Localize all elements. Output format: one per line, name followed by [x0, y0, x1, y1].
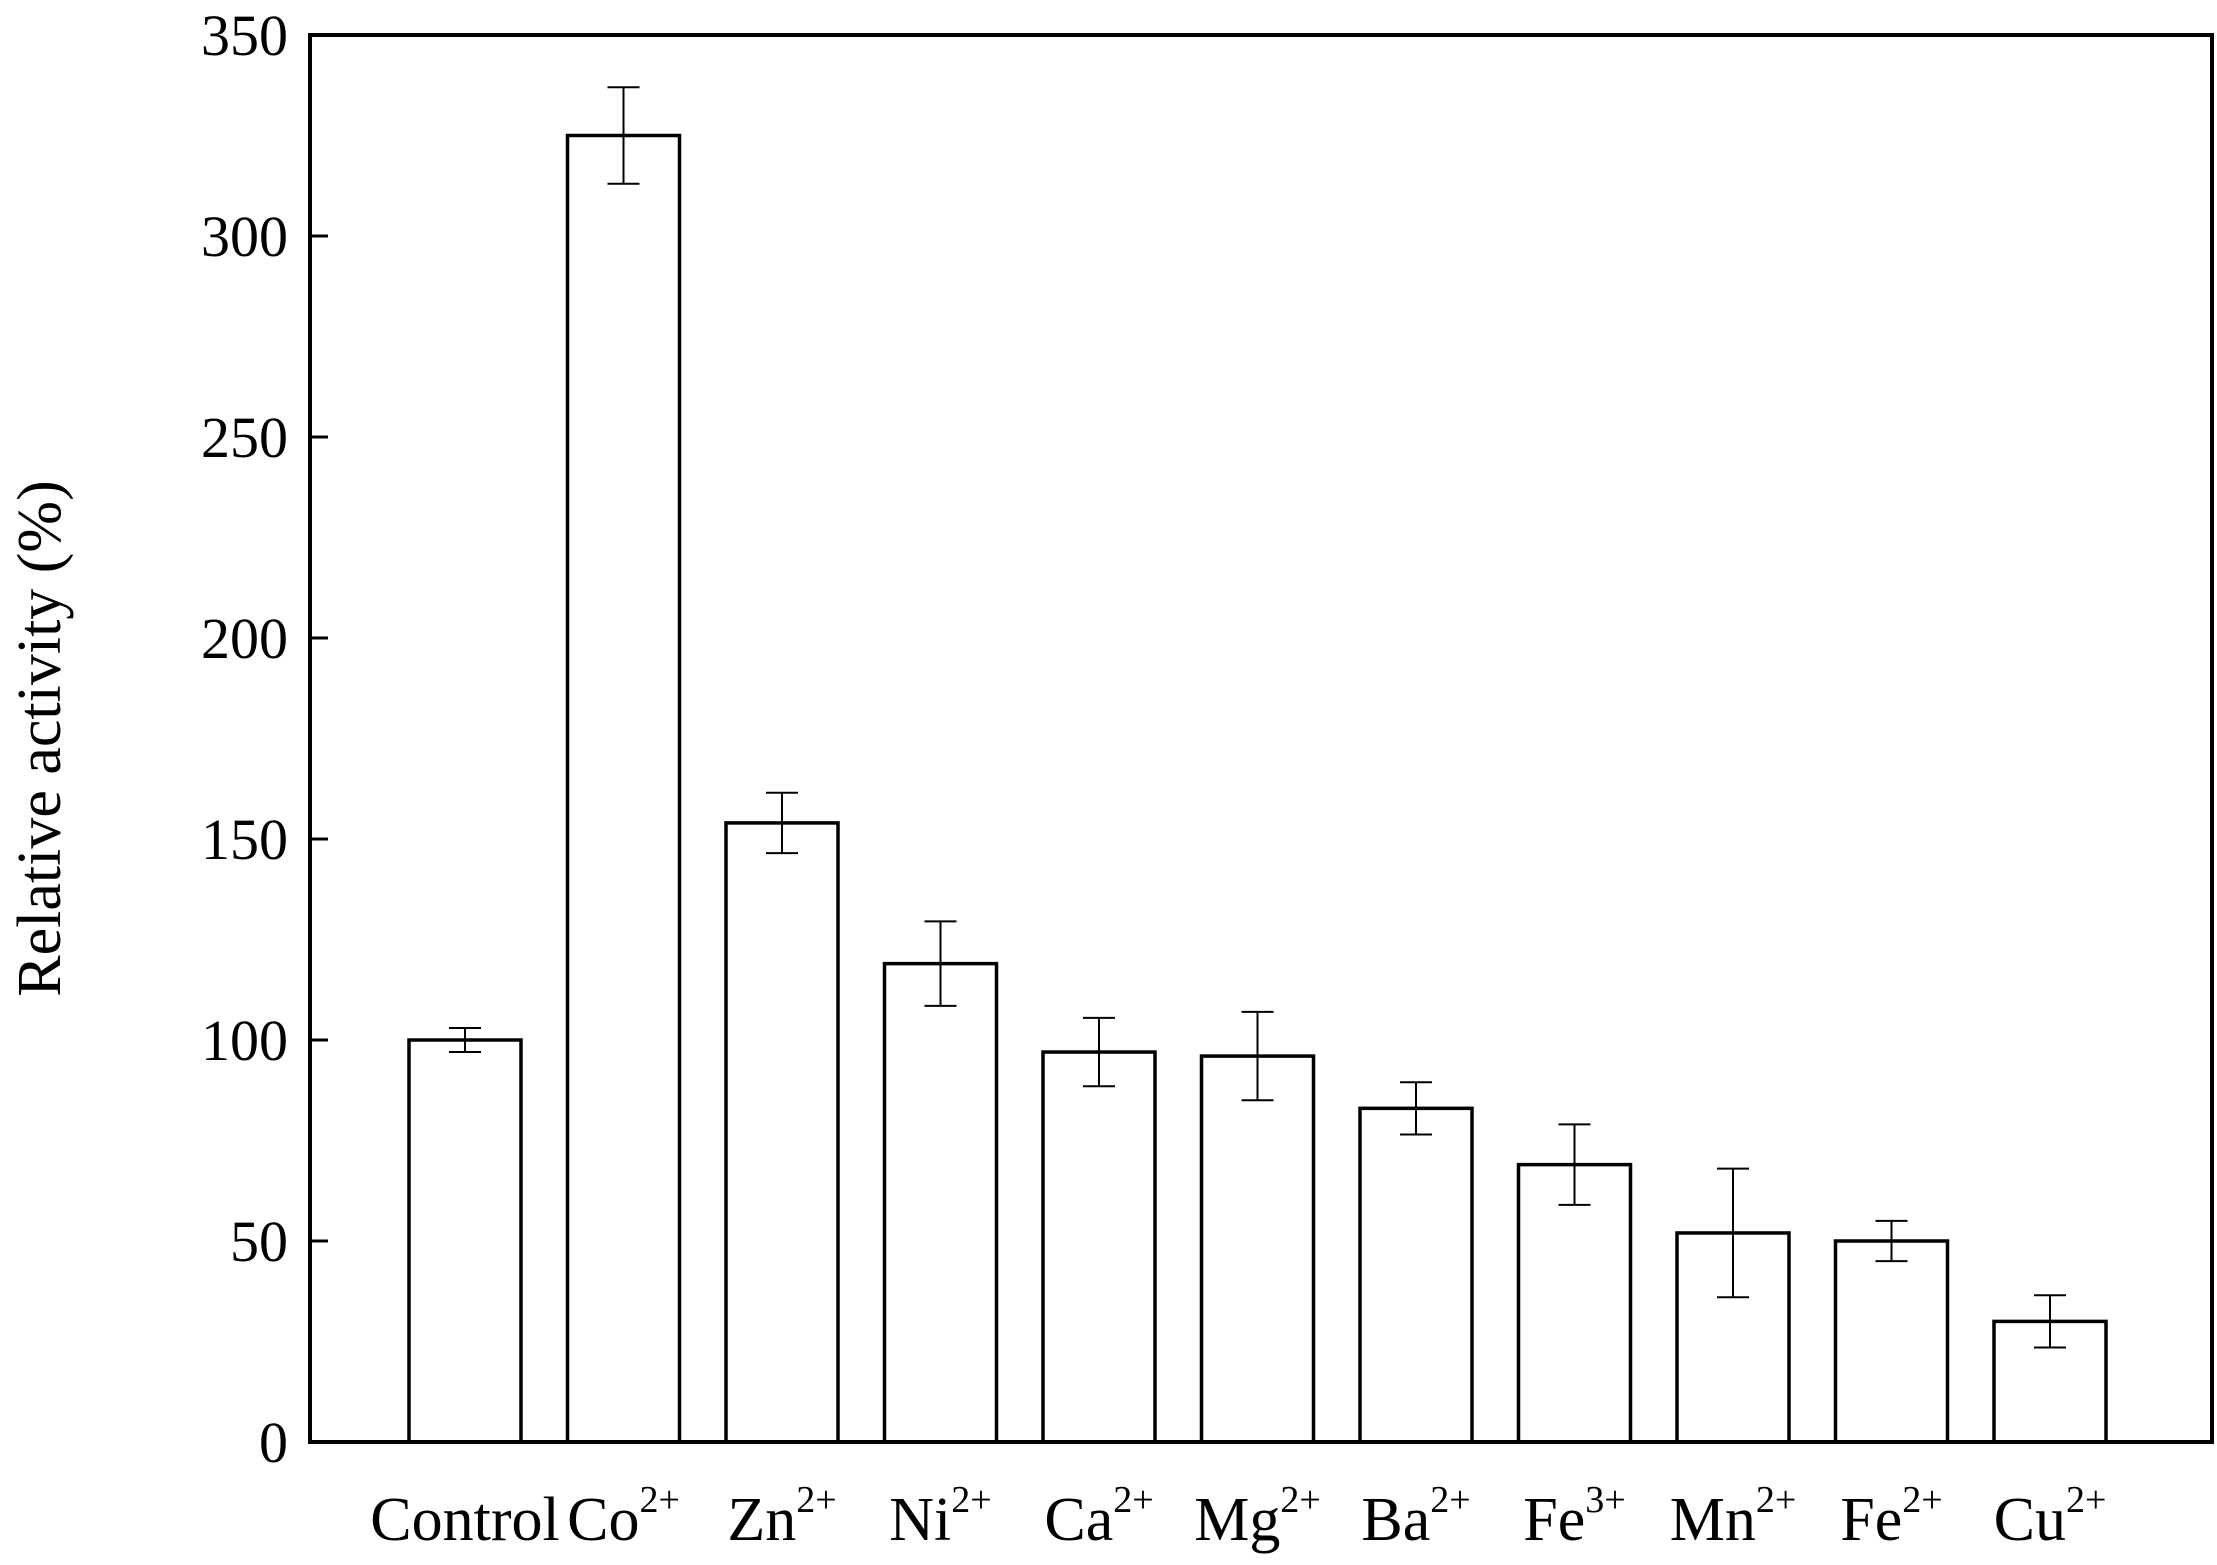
x-tick-label: Ca2+ — [1044, 1479, 1153, 1554]
x-axis-labels: Control Co2+ Zn2+ Ni2+ Ca2+ Mg2+ Ba2+ Fe3+ Mn2+ F… — [370, 1479, 2106, 1554]
bar — [1516, 1162, 1633, 1444]
error-bar — [1875, 1219, 1908, 1263]
bar — [1041, 1050, 1157, 1444]
error-bar — [1083, 1016, 1115, 1088]
y-tick-label: 0 — [259, 1410, 288, 1475]
bars — [407, 133, 2108, 1444]
error-bar — [1558, 1123, 1591, 1206]
error-bar — [449, 1026, 481, 1054]
x-tick-label: Fe3+ — [1523, 1479, 1625, 1554]
x-tick-label: Mn2+ — [1670, 1479, 1797, 1554]
x-tick-label: Co2+ — [567, 1479, 680, 1554]
y-tick-label: 50 — [230, 1209, 288, 1274]
y-tick-label: 300 — [201, 204, 288, 269]
bar — [565, 133, 682, 1444]
error-bar — [1717, 1167, 1749, 1299]
error-bar — [1400, 1081, 1432, 1136]
y-tick-label: 350 — [201, 3, 288, 68]
x-tick-label: Ni2+ — [889, 1479, 991, 1554]
x-tick-label: Control — [370, 1486, 559, 1554]
bar — [882, 961, 999, 1444]
y-tick-label: 150 — [201, 807, 288, 872]
error-bar — [2034, 1294, 2066, 1349]
y-tick-label: 250 — [201, 405, 288, 470]
error-bar — [924, 920, 957, 1007]
y-axis-ticks: 0 50 100 150 200 250 300 350 — [201, 3, 328, 1475]
plot-frame — [308, 33, 2214, 1444]
bar — [1358, 1106, 1474, 1444]
x-tick-label: Fe2+ — [1840, 1479, 1942, 1554]
bar — [407, 1038, 523, 1444]
bar — [1199, 1054, 1316, 1444]
error-bars — [449, 86, 2066, 1349]
y-tick-label: 200 — [201, 606, 288, 671]
error-bar — [766, 791, 798, 855]
bar — [724, 821, 840, 1444]
error-bar — [1241, 1010, 1274, 1102]
x-tick-label: Zn2+ — [727, 1479, 836, 1554]
error-bar — [607, 86, 640, 185]
y-axis-title: Relative activity (%) — [6, 480, 74, 996]
x-tick-label: Mg2+ — [1194, 1479, 1321, 1554]
y-tick-label: 100 — [201, 1008, 288, 1073]
bar — [1833, 1239, 1950, 1444]
x-tick-label: Ba2+ — [1361, 1479, 1470, 1554]
x-tick-label: Cu2+ — [1994, 1479, 2107, 1554]
